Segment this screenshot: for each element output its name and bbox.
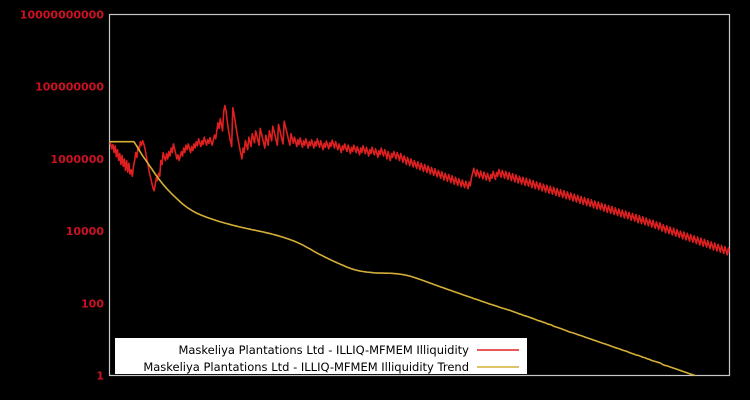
data-series-group xyxy=(109,104,730,376)
series-line-illiquidity xyxy=(109,104,730,256)
plot-area-frame xyxy=(108,13,731,377)
legend-background xyxy=(115,338,527,374)
series-line-trend xyxy=(109,140,698,376)
legend-entry-label: Maskeliya Plantations Ltd - ILLIQ-MFMEM … xyxy=(178,343,469,357)
y-axis-tick-labels: 10000000000 100000000 1000000 10000 100 1 xyxy=(20,9,105,383)
y-tick-label: 100 xyxy=(81,297,104,310)
y-tick-label: 10000 xyxy=(66,225,105,238)
y-tick-label: 1000000 xyxy=(50,153,104,166)
y-tick-label: 10000000000 xyxy=(20,9,105,22)
chart-legend: Maskeliya Plantations Ltd - ILLIQ-MFMEM … xyxy=(115,338,527,374)
y-tick-label: 100000000 xyxy=(35,81,104,94)
y-tick-label: 1 xyxy=(96,370,104,383)
legend-entry-label: Maskeliya Plantations Ltd - ILLIQ-MFMEM … xyxy=(143,360,469,374)
